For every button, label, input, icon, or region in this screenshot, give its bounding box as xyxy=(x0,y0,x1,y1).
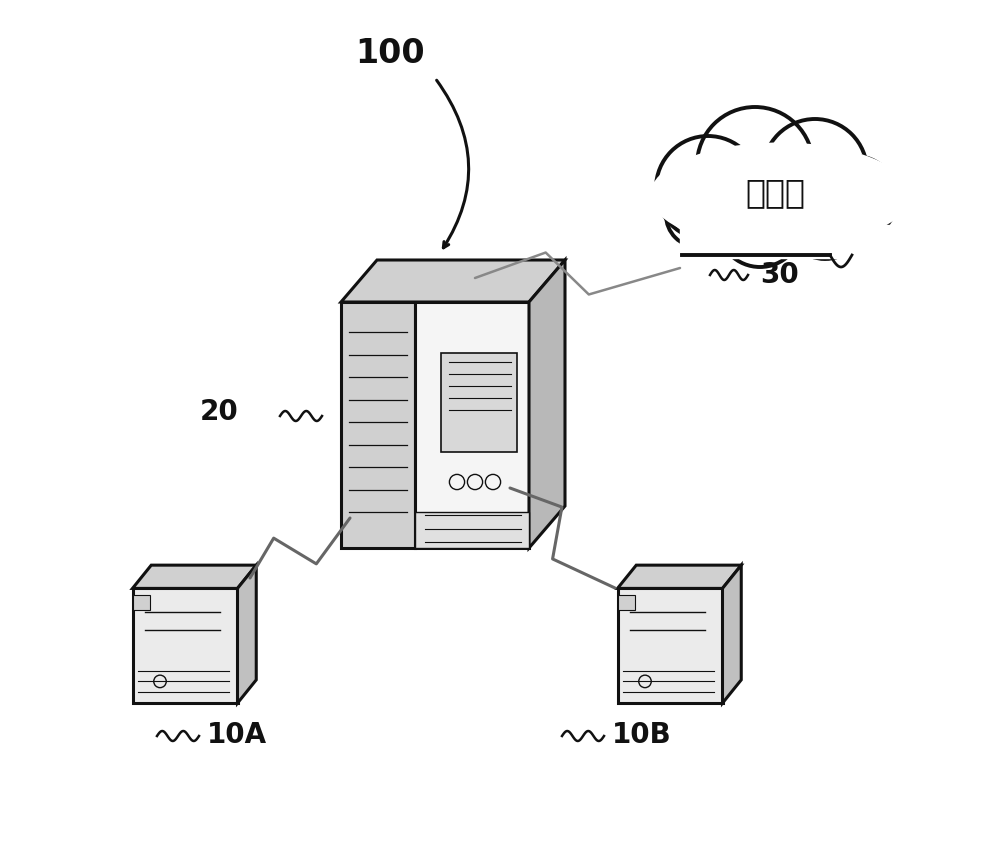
Text: 云平台: 云平台 xyxy=(745,176,805,209)
Polygon shape xyxy=(618,589,722,703)
Circle shape xyxy=(763,119,867,223)
Circle shape xyxy=(697,107,813,223)
Circle shape xyxy=(656,136,760,240)
Polygon shape xyxy=(722,565,741,703)
Circle shape xyxy=(718,183,802,267)
Ellipse shape xyxy=(650,142,910,248)
Text: 20: 20 xyxy=(200,398,239,426)
Circle shape xyxy=(787,183,863,259)
Polygon shape xyxy=(415,302,529,548)
Polygon shape xyxy=(441,353,517,452)
Polygon shape xyxy=(133,594,150,610)
Polygon shape xyxy=(618,565,741,589)
Polygon shape xyxy=(529,260,565,548)
Text: 10B: 10B xyxy=(612,721,672,749)
Text: 10A: 10A xyxy=(207,721,267,749)
Polygon shape xyxy=(415,512,529,548)
Circle shape xyxy=(666,183,730,247)
Text: 30: 30 xyxy=(760,261,799,289)
Polygon shape xyxy=(238,565,256,703)
Polygon shape xyxy=(618,594,635,610)
Polygon shape xyxy=(133,589,238,703)
Polygon shape xyxy=(341,260,565,302)
Circle shape xyxy=(813,156,897,240)
Text: 100: 100 xyxy=(355,37,425,70)
Polygon shape xyxy=(133,565,256,589)
Polygon shape xyxy=(680,225,890,258)
Polygon shape xyxy=(341,302,415,548)
